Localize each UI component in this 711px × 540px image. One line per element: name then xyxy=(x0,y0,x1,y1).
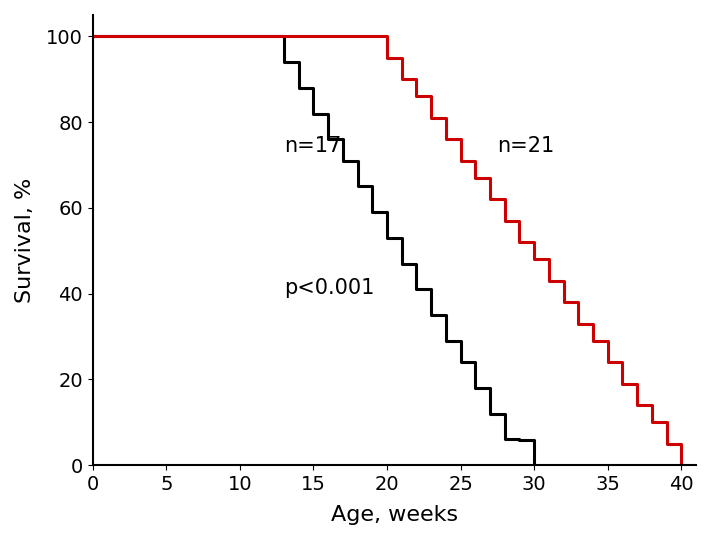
Text: n=17: n=17 xyxy=(284,136,341,156)
X-axis label: Age, weeks: Age, weeks xyxy=(331,505,458,525)
Text: n=21: n=21 xyxy=(498,136,555,156)
Y-axis label: Survival, %: Survival, % xyxy=(15,178,35,303)
Text: p<0.001: p<0.001 xyxy=(284,278,375,298)
